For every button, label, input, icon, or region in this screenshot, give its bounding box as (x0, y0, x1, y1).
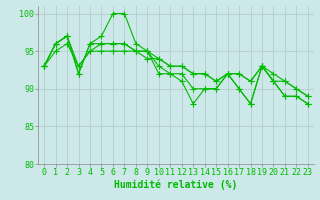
X-axis label: Humidité relative (%): Humidité relative (%) (114, 180, 238, 190)
